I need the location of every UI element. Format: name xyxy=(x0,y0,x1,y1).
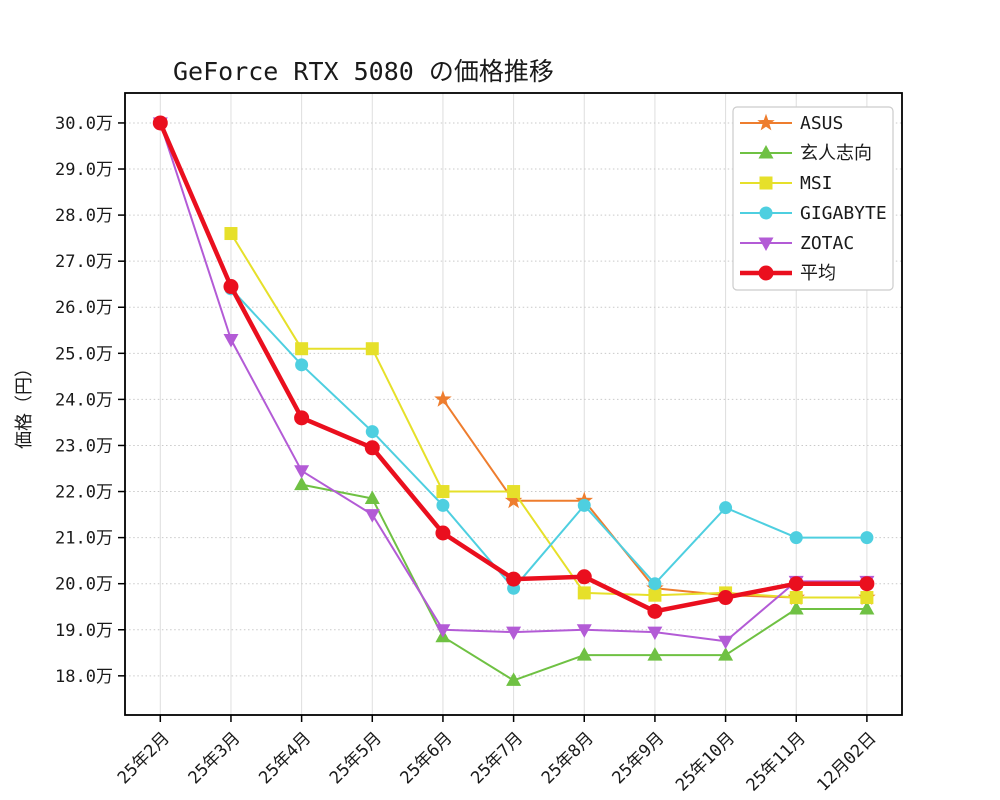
legend-label: ASUS xyxy=(800,113,843,134)
y-tick-label: 29.0万 xyxy=(55,160,113,180)
marker-square xyxy=(789,591,803,605)
marker-circle xyxy=(435,525,451,541)
y-tick-label: 28.0万 xyxy=(55,206,113,226)
marker-circle xyxy=(719,501,733,515)
marker-circle xyxy=(436,498,450,512)
marker-circle xyxy=(759,206,773,220)
x-tick-label: 25年3月 xyxy=(185,728,245,788)
marker-circle xyxy=(788,576,804,592)
y-tick-label: 20.0万 xyxy=(55,575,113,595)
marker-circle xyxy=(577,498,591,512)
legend-label: 平均 xyxy=(800,263,836,284)
y-tick-label: 27.0万 xyxy=(55,252,113,272)
marker-circle xyxy=(364,440,380,456)
marker-star xyxy=(434,390,452,407)
marker-triangle-up xyxy=(718,647,734,661)
y-tick-label: 24.0万 xyxy=(55,390,113,410)
marker-square xyxy=(507,485,521,499)
marker-triangle-down xyxy=(647,626,663,641)
marker-triangle-up xyxy=(758,145,774,159)
legend-label: 玄人志向 xyxy=(800,143,872,164)
marker-square xyxy=(759,176,773,190)
x-tick-label: 25年7月 xyxy=(467,728,527,788)
marker-circle xyxy=(295,358,309,372)
x-tick-label: 25年9月 xyxy=(609,728,669,788)
marker-square xyxy=(860,591,874,605)
chart-title: GeForce RTX 5080 の価格推移 xyxy=(173,57,554,86)
x-tick-label: 12月02日 xyxy=(813,728,880,795)
marker-triangle-up xyxy=(647,647,663,661)
legend-item: ASUS xyxy=(740,113,843,134)
marker-triangle-down xyxy=(294,465,310,479)
series-triangle-up xyxy=(294,476,875,686)
legend-item: GIGABYTE xyxy=(740,203,887,224)
x-tick-label: 25年10月 xyxy=(672,728,739,795)
marker-circle xyxy=(506,571,522,587)
marker-square xyxy=(365,342,379,356)
marker-star xyxy=(504,491,523,509)
marker-circle xyxy=(648,577,662,591)
marker-circle xyxy=(294,410,310,426)
marker-circle xyxy=(789,531,803,545)
series-line xyxy=(230,232,867,599)
marker-circle xyxy=(223,279,239,295)
marker-triangle-down xyxy=(758,237,774,251)
marker-square xyxy=(577,586,591,600)
legend-label: ZOTAC xyxy=(800,233,854,254)
y-tick-label: 18.0万 xyxy=(55,667,113,687)
marker-triangle-down xyxy=(435,624,451,638)
marker-circle xyxy=(859,576,875,592)
x-tick-label: 25年6月 xyxy=(397,728,457,788)
x-tick-label: 25年8月 xyxy=(538,728,598,788)
series-square xyxy=(224,227,874,605)
x-tick-label: 25年5月 xyxy=(326,728,386,788)
marker-triangle-down xyxy=(364,509,380,523)
y-tick-label: 19.0万 xyxy=(55,621,113,641)
y-tick-label: 21.0万 xyxy=(55,529,113,549)
marker-circle xyxy=(152,115,168,131)
x-tick-label: 25年4月 xyxy=(255,728,315,788)
marker-triangle-down xyxy=(223,334,239,348)
y-tick-label: 22.0万 xyxy=(55,483,113,503)
marker-triangle-up xyxy=(294,476,310,491)
y-tick-label: 30.0万 xyxy=(55,114,113,134)
legend-label: MSI xyxy=(800,173,833,194)
marker-square xyxy=(436,485,450,499)
y-tick-label: 23.0万 xyxy=(55,436,113,456)
marker-triangle-down xyxy=(576,624,592,638)
y-tick-label: 26.0万 xyxy=(55,298,113,318)
marker-triangle-up xyxy=(788,601,804,615)
legend-item: MSI xyxy=(740,173,833,194)
y-tick-label: 25.0万 xyxy=(55,344,113,364)
y-axis-label: 価格（円） xyxy=(14,359,35,449)
marker-triangle-down xyxy=(506,626,522,641)
marker-triangle-up xyxy=(859,601,875,615)
marker-triangle-down xyxy=(718,635,734,650)
marker-triangle-up xyxy=(576,647,592,661)
marker-circle xyxy=(576,569,592,585)
marker-square xyxy=(295,342,309,356)
marker-triangle-up xyxy=(364,490,380,504)
series-circle xyxy=(152,115,875,619)
marker-square xyxy=(224,227,238,241)
x-tick-label: 25年2月 xyxy=(114,728,174,788)
marker-circle xyxy=(860,531,874,545)
legend-item: 平均 xyxy=(740,263,836,284)
series-layer xyxy=(152,115,876,686)
marker-triangle-up xyxy=(506,672,522,686)
marker-circle xyxy=(647,603,663,619)
x-tick-label: 25年11月 xyxy=(743,728,810,795)
legend-item: ZOTAC xyxy=(740,233,854,254)
legend-label: GIGABYTE xyxy=(800,203,887,224)
marker-star xyxy=(757,113,775,131)
legend: ASUS 玄人志向 MSI GIGABYTE ZOTAC 平均 xyxy=(732,106,894,291)
marker-circle xyxy=(758,265,774,281)
legend-item: 玄人志向 xyxy=(740,143,872,164)
marker-circle xyxy=(365,425,379,439)
marker-circle xyxy=(718,590,734,606)
marker-square xyxy=(648,588,662,602)
